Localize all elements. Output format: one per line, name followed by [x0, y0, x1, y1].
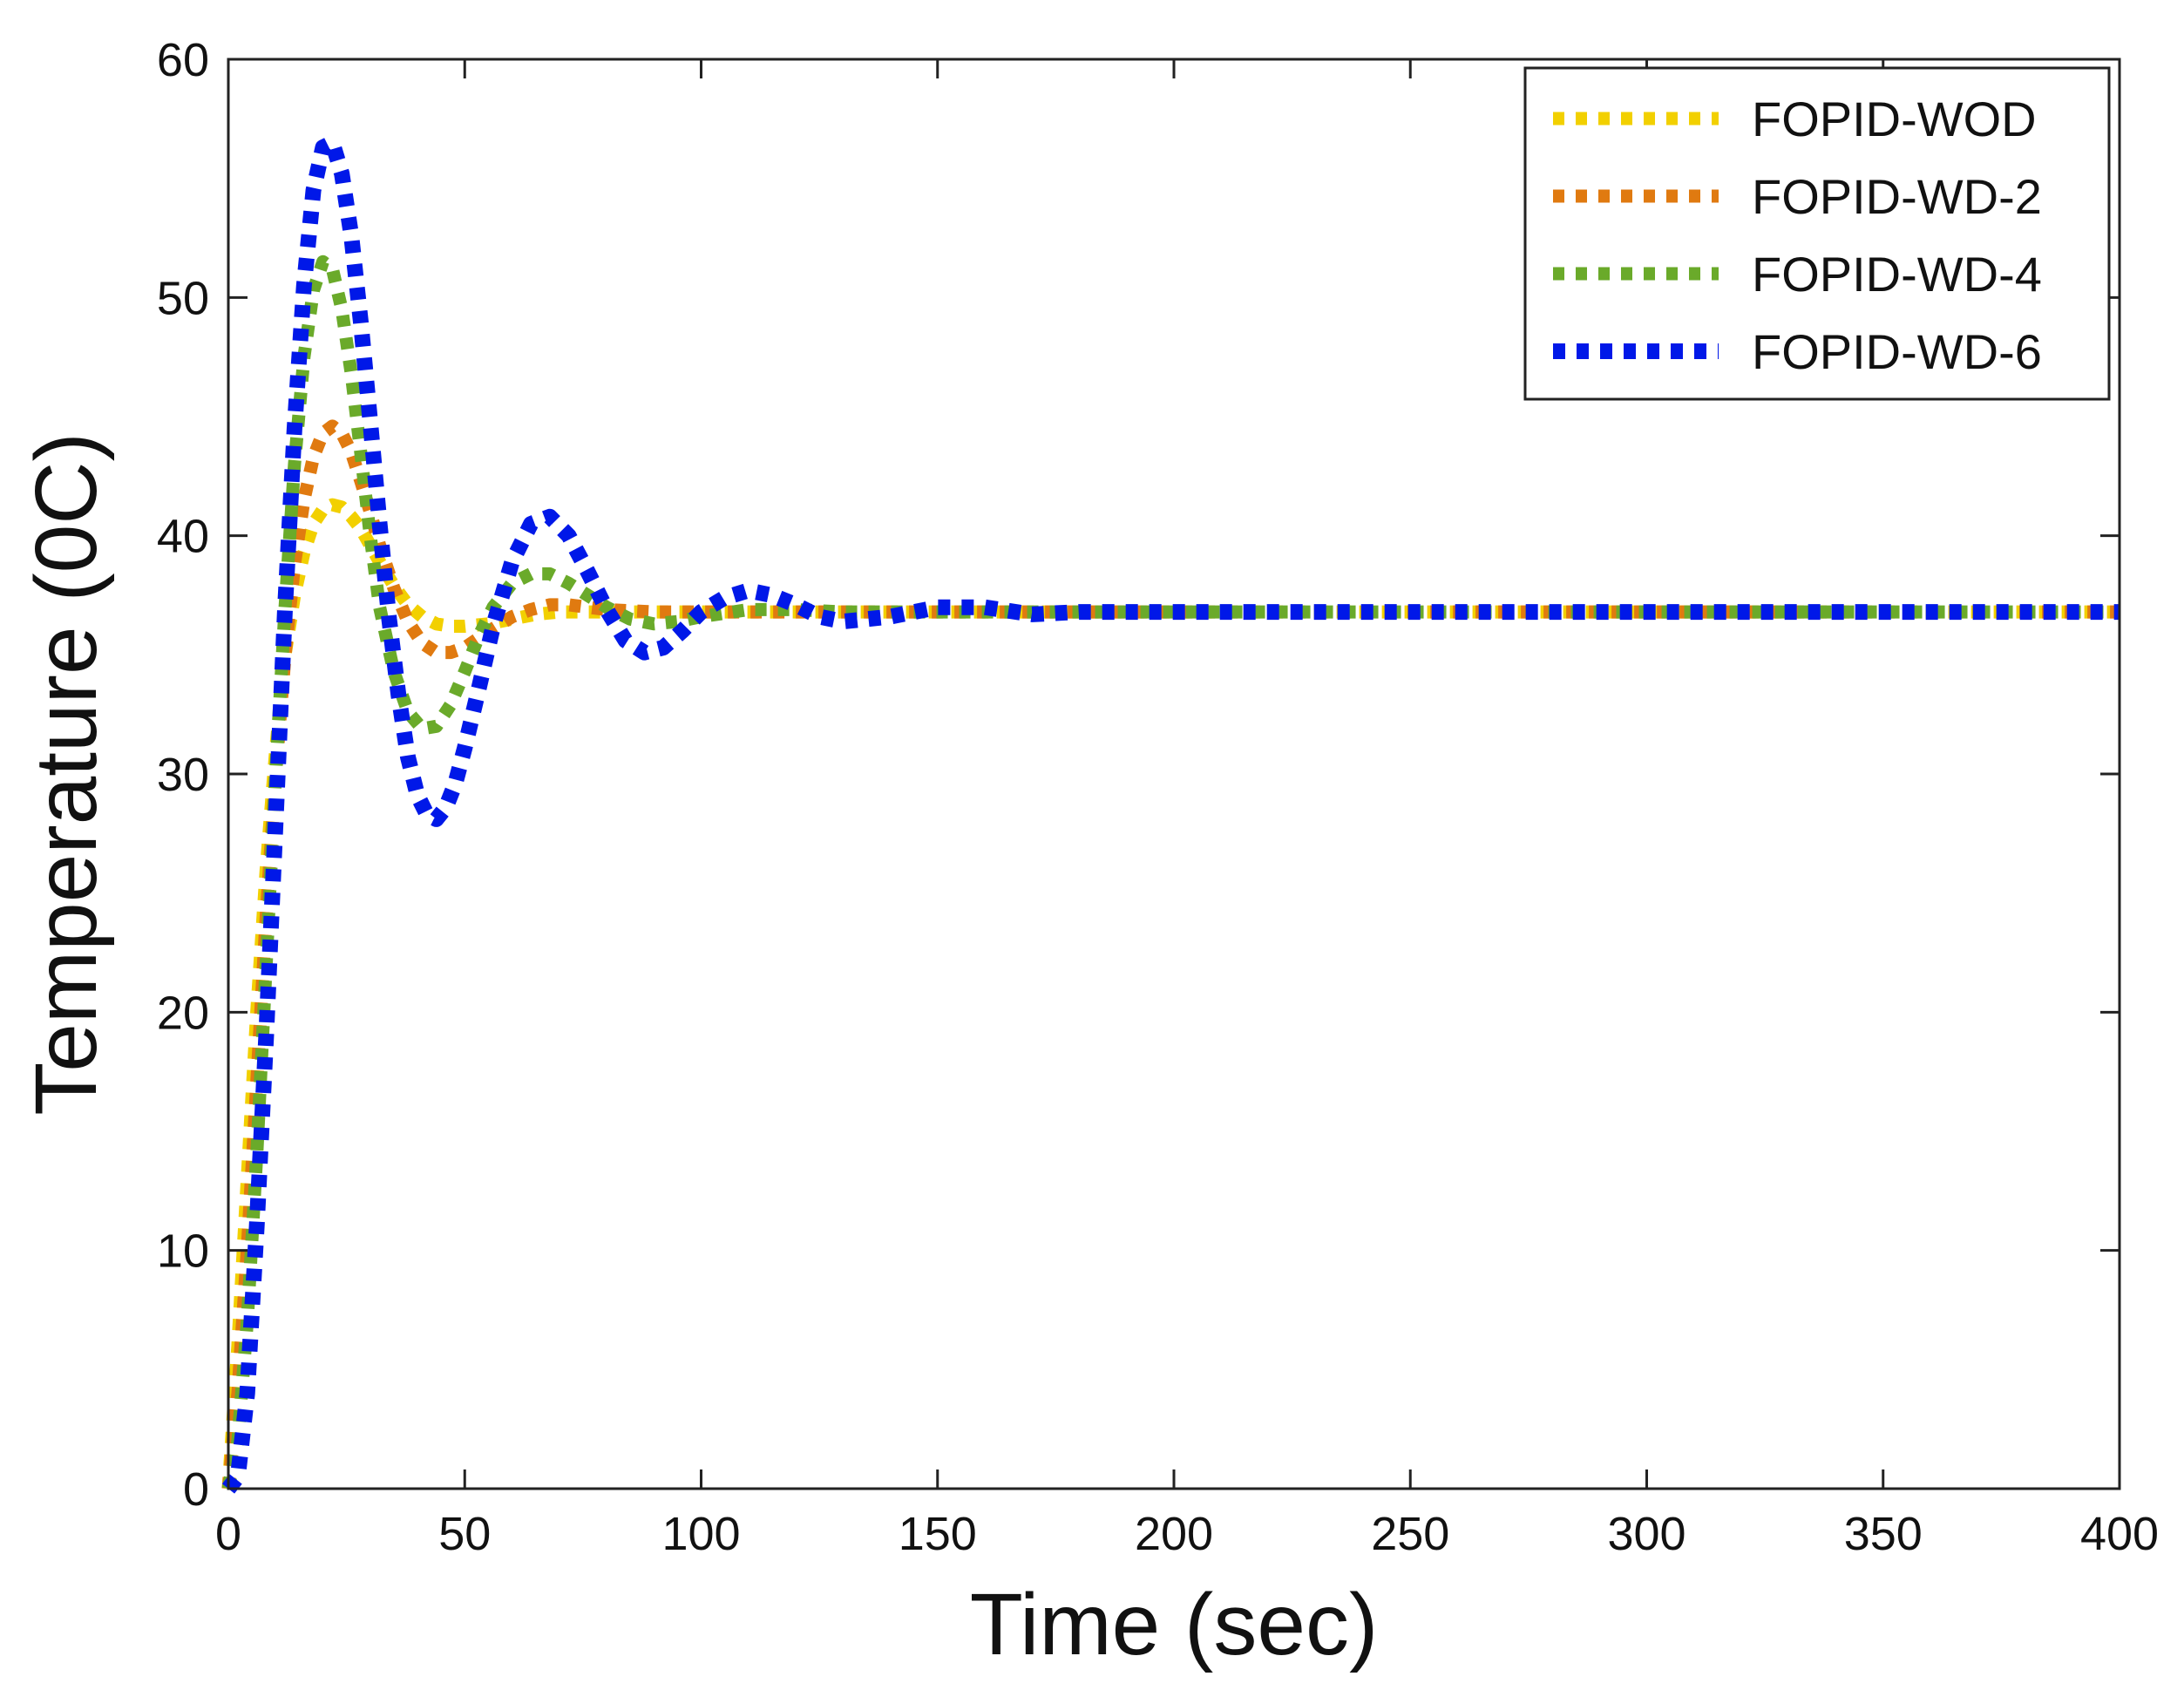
legend-label: FOPID-WOD: [1752, 92, 2037, 146]
legend-entry: FOPID-WD-6: [1553, 324, 2042, 379]
x-tick-label: 250: [1371, 1508, 1449, 1560]
y-axis-title: Temperature (0C): [17, 432, 115, 1116]
x-tick-label: 50: [438, 1508, 491, 1560]
ticks-layer: 0 50 100 150 200 250 300 350 400 0 10 20 30 40 50 60: [157, 34, 2159, 1560]
x-tick-label: 300: [1607, 1508, 1685, 1560]
x-tick-label: 200: [1135, 1508, 1213, 1560]
legend-label: FOPID-WD-6: [1752, 324, 2042, 379]
x-tick-label: 150: [899, 1508, 977, 1560]
y-tick-label: 50: [157, 272, 209, 324]
y-tick-label: 40: [157, 511, 209, 563]
legend: FOPID-WOD FOPID-WD-2 FOPID-WD-4 FOPID-WD-6: [1523, 66, 2111, 401]
y-tick-label: 0: [183, 1463, 209, 1516]
x-tick-label: 400: [2080, 1508, 2159, 1560]
y-tick-label: 10: [157, 1225, 209, 1278]
y-tick-label: 30: [157, 749, 209, 801]
x-axis-title: Time (sec): [970, 1576, 1379, 1673]
series-line-fopid-wd-6: [221, 134, 2120, 1494]
legend-entry: FOPID-WOD: [1553, 92, 2037, 146]
legend-entry: FOPID-WD-4: [1553, 247, 2042, 302]
y-tick-label: 60: [157, 34, 209, 86]
x-tick-label: 0: [215, 1508, 241, 1560]
x-tick-label: 100: [661, 1508, 740, 1560]
series-layer: [221, 134, 2120, 1494]
legend-entry: FOPID-WD-2: [1553, 169, 2042, 224]
y-tick-label: 20: [157, 987, 209, 1039]
legend-label: FOPID-WD-2: [1752, 169, 2042, 224]
legend-label: FOPID-WD-4: [1752, 247, 2042, 302]
x-tick-label: 350: [1844, 1508, 1923, 1560]
